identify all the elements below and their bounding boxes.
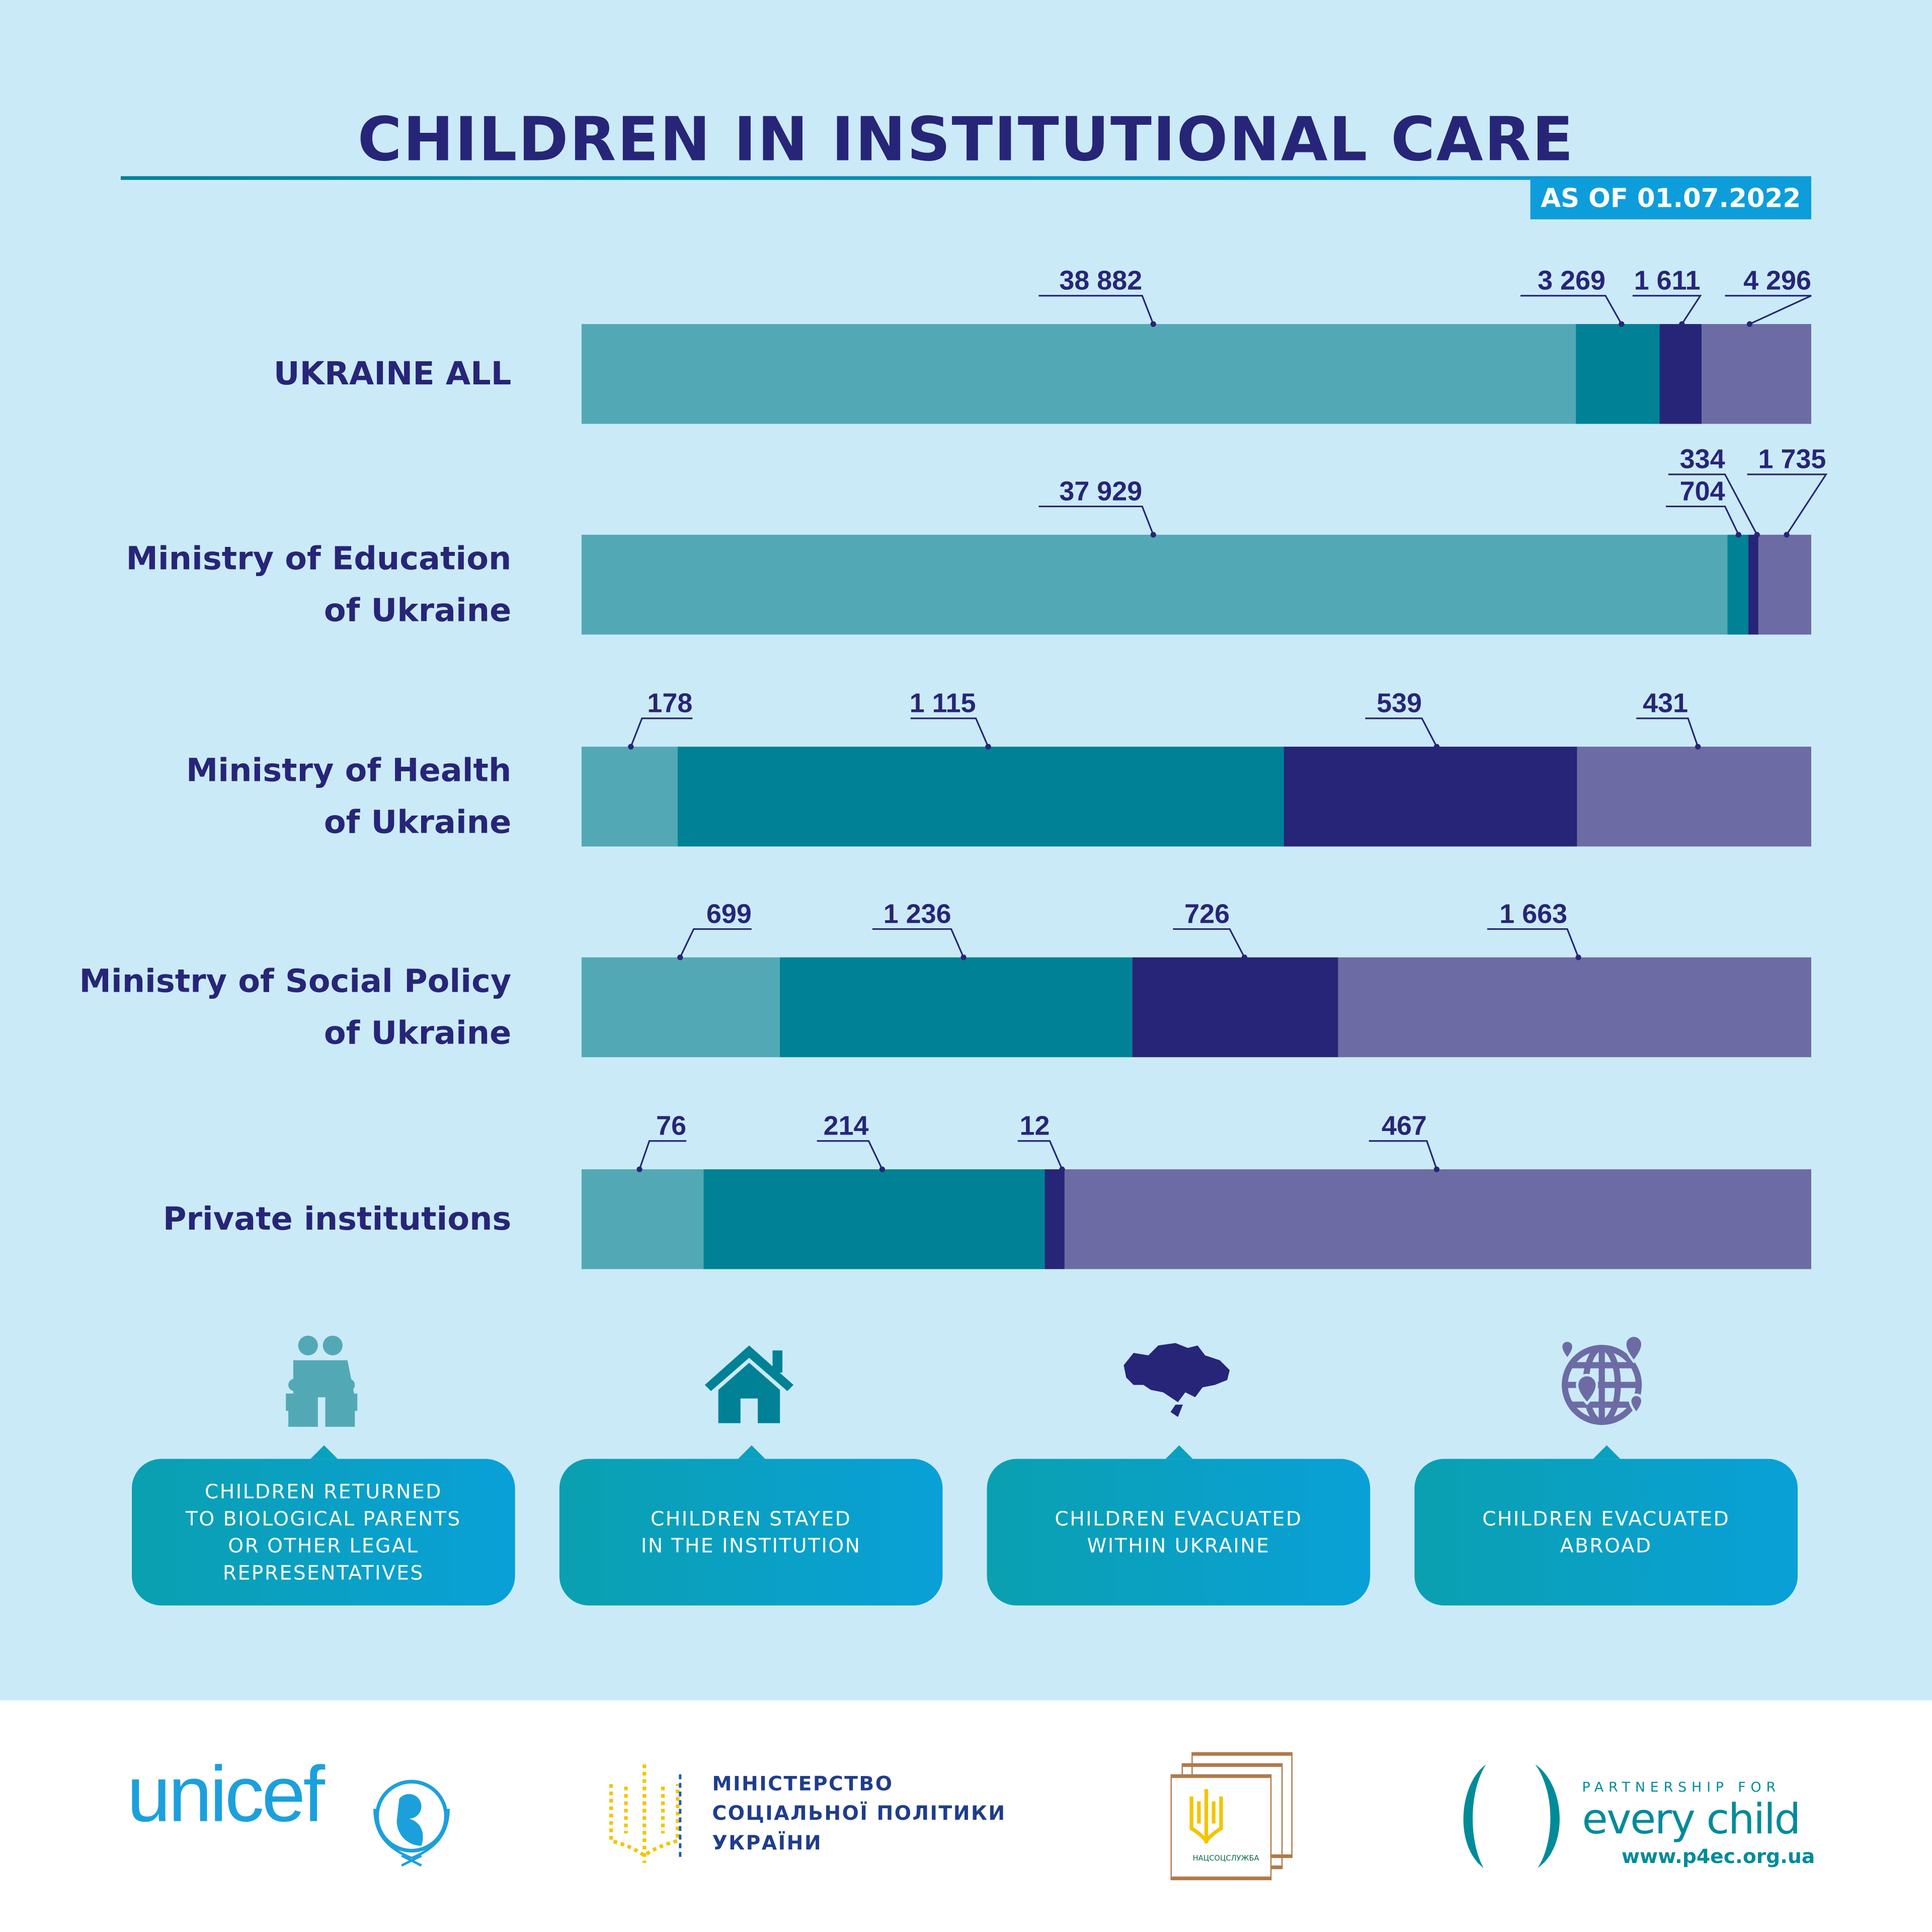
data-label: 37 929 bbox=[1059, 475, 1143, 507]
data-label: 334 bbox=[1679, 443, 1725, 474]
row-label: Ministry of Social Policy of Ukraine bbox=[79, 955, 512, 1059]
unicef-emblem-icon bbox=[373, 1780, 450, 1867]
leader-line bbox=[1725, 295, 1812, 325]
ukraine-map-icon bbox=[1123, 1343, 1230, 1417]
natssotssluzhba-logo: НАЦСОЦСЛУЖБА bbox=[1170, 1752, 1294, 1881]
row-label-line: Ministry of Health bbox=[186, 752, 512, 789]
bar-segment bbox=[1701, 324, 1812, 424]
legend-returned: CHILDREN RETURNED TO BIOLOGICAL PARENTS … bbox=[132, 1445, 515, 1606]
family-icon bbox=[286, 1335, 358, 1427]
data-label: 214 bbox=[823, 1110, 869, 1141]
bar-segment bbox=[1045, 1169, 1065, 1269]
data-label: 1 735 bbox=[1758, 443, 1826, 474]
data-label: 1 236 bbox=[883, 898, 951, 929]
data-label: 76 bbox=[656, 1110, 687, 1141]
bar-segment bbox=[1284, 747, 1578, 847]
bar-segment bbox=[1576, 324, 1661, 424]
data-label: 431 bbox=[1643, 687, 1688, 718]
leader-line bbox=[638, 1140, 687, 1170]
leader-line bbox=[1520, 295, 1623, 325]
data-label: 467 bbox=[1381, 1110, 1427, 1141]
row-label: Ministry of Health of Ukraine bbox=[186, 745, 511, 848]
bar-segment bbox=[1758, 534, 1812, 635]
bar-segment bbox=[1064, 1169, 1812, 1269]
row-label: Private institutions bbox=[163, 1193, 511, 1245]
data-label: 1 663 bbox=[1499, 898, 1568, 929]
data-label: 1 115 bbox=[909, 687, 976, 718]
data-label: 539 bbox=[1377, 687, 1422, 718]
leader-line bbox=[1369, 1140, 1438, 1170]
data-label: 704 bbox=[1679, 475, 1725, 507]
natssotssluzhba-text: НАЦСОЦСЛУЖБА bbox=[1192, 1854, 1259, 1863]
bar-segment bbox=[581, 534, 1728, 635]
leader-line bbox=[1173, 928, 1245, 958]
bar-segment bbox=[581, 324, 1577, 424]
row-label-line: UKRAINE ALL bbox=[273, 355, 512, 393]
data-label: 4 296 bbox=[1743, 265, 1812, 296]
bar-segment bbox=[1338, 957, 1812, 1058]
bar-segment bbox=[678, 747, 1285, 847]
bar-segment bbox=[1727, 534, 1749, 635]
row-label: Ministry of Education of Ukraine bbox=[126, 533, 511, 636]
row-label-line: Ministry of Education bbox=[126, 540, 512, 578]
leader-line bbox=[1038, 295, 1154, 325]
leader-line bbox=[910, 717, 989, 747]
leader-line bbox=[1365, 717, 1437, 747]
data-label: 699 bbox=[706, 898, 752, 929]
leader-line bbox=[817, 1140, 883, 1170]
title-divider bbox=[121, 176, 1812, 180]
footer-logos: unicef МІНІСТЕРСТВО СОЦІАЛЬНОЇ ПОЛІТИКИ … bbox=[0, 1700, 1932, 1932]
bar-segment bbox=[581, 747, 679, 847]
bar-segment bbox=[1748, 534, 1759, 635]
bar-segment bbox=[581, 1169, 704, 1269]
bar-segment bbox=[703, 1169, 1046, 1269]
data-label: 726 bbox=[1184, 898, 1230, 929]
data-label: 1 611 bbox=[1634, 265, 1701, 296]
leader-line bbox=[679, 928, 752, 958]
row-label-line: of Ukraine bbox=[324, 592, 512, 629]
page-title: CHILDREN IN INSTITUTIONAL CARE bbox=[357, 105, 1575, 175]
p4ec-url: www.p4ec.org.ua bbox=[1621, 1844, 1815, 1868]
leader-line bbox=[1666, 505, 1739, 535]
legend-evacuated-abroad: CHILDREN EVACUATED ABROAD bbox=[1414, 1445, 1798, 1606]
bar-segment bbox=[581, 957, 781, 1058]
leader-line bbox=[1747, 473, 1828, 535]
ministry-logo-text: МІНІСТЕРСТВО СОЦІАЛЬНОЇ ПОЛІТИКИ УКРАЇНИ bbox=[712, 1769, 1006, 1858]
bar-segment bbox=[1132, 957, 1339, 1058]
bar-segment bbox=[1577, 747, 1812, 847]
unicef-logo: unicef bbox=[127, 1749, 325, 1838]
ministry-line-3: УКРАЇНИ bbox=[712, 1831, 823, 1855]
leader-line bbox=[1017, 1140, 1063, 1170]
leader-line bbox=[630, 717, 693, 747]
p4ec-brackets-icon bbox=[1463, 1764, 1560, 1868]
row-label: UKRAINE ALL bbox=[274, 348, 511, 400]
leader-line bbox=[1636, 717, 1699, 747]
globe-pins-icon bbox=[1560, 1334, 1644, 1425]
p4ec-tagline: PARTNERSHIP FOR bbox=[1582, 1779, 1781, 1796]
trident-icon bbox=[1189, 1789, 1223, 1844]
data-label: 12 bbox=[1019, 1110, 1050, 1141]
leader-line bbox=[1487, 928, 1579, 958]
data-label: 3 269 bbox=[1538, 265, 1606, 296]
house-icon bbox=[704, 1345, 794, 1423]
bar-segment bbox=[780, 957, 1133, 1058]
leader-line bbox=[872, 928, 964, 958]
data-label: 38 882 bbox=[1059, 265, 1143, 296]
date-badge: AS OF 01.07.2022 bbox=[1530, 179, 1812, 219]
legend-evacuated-within: CHILDREN EVACUATED WITHIN UKRAINE bbox=[987, 1445, 1371, 1606]
row-label-line: Private institutions bbox=[163, 1200, 512, 1238]
bar-segment bbox=[1660, 324, 1702, 424]
row-label-line: of Ukraine bbox=[324, 803, 512, 841]
row-label-line: of Ukraine bbox=[324, 1014, 512, 1052]
ministry-line-1: МІНІСТЕРСТВО bbox=[712, 1772, 894, 1796]
leader-line bbox=[1038, 505, 1154, 535]
ministry-line-2: СОЦІАЛЬНОЇ ПОЛІТИКИ bbox=[712, 1801, 1006, 1825]
leader-line bbox=[1632, 295, 1702, 325]
legend-stayed: CHILDREN STAYED IN THE INSTITUTION bbox=[559, 1445, 943, 1606]
p4ec-logo-text: every child bbox=[1582, 1795, 1801, 1845]
ministry-trident-icon bbox=[609, 1764, 682, 1863]
row-label-line: Ministry of Social Policy bbox=[79, 962, 512, 1000]
data-label: 178 bbox=[647, 687, 693, 718]
